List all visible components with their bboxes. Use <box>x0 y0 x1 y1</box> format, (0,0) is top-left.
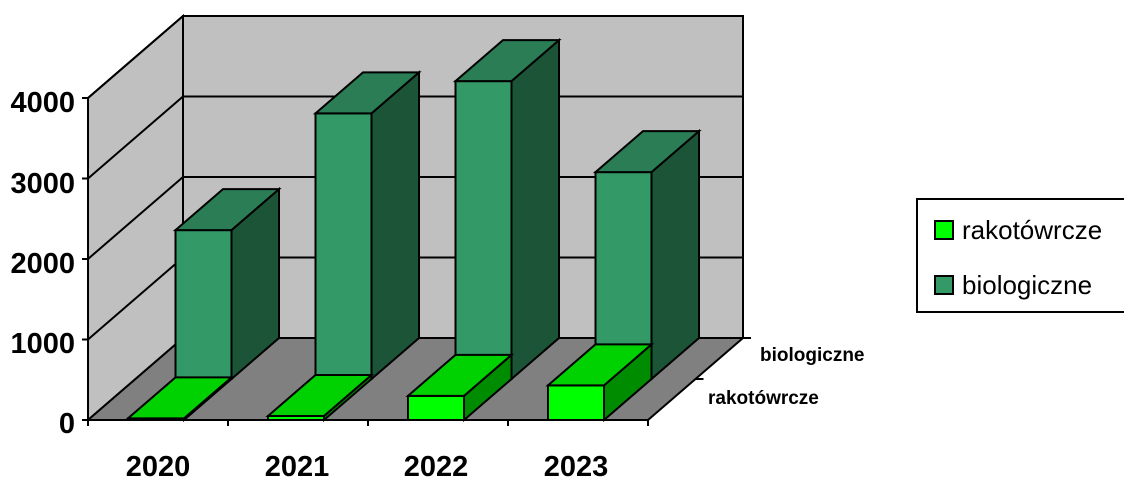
bar-biologiczne-2022 <box>452 37 562 382</box>
bar-top-biologiczne-2022 <box>452 39 562 83</box>
x-tick-labels: 2020 2021 2022 2023 <box>126 451 609 479</box>
bar-front-rakotówrcze-2022 <box>407 394 465 421</box>
bar-side-biologiczne-2022 <box>510 37 560 382</box>
bar-top-biologiczne-2020 <box>172 188 282 232</box>
bar-top-rakotówrcze-2020 <box>125 376 235 420</box>
bar-biologiczne-2020 <box>172 186 282 382</box>
legend-swatch-biologiczne <box>934 275 954 295</box>
bar-side-biologiczne-2021 <box>370 70 420 382</box>
bar-top-rakotówrcze-2022 <box>405 353 515 397</box>
legend-item-rakotowrcze: rakotówrcze <box>934 215 1102 245</box>
bar-top-rakotówrcze-2023 <box>545 343 655 387</box>
bar-front-biologiczne-2020 <box>174 229 233 380</box>
bar-front-biologiczne-2022 <box>454 80 513 380</box>
bar-top-biologiczne-2021 <box>312 71 422 115</box>
legend-item-biologiczne: biologiczne <box>934 270 1092 300</box>
depth-label-rakotowrcze: rakotówrcze <box>708 388 819 409</box>
bar-biologiczne-2021 <box>312 70 422 382</box>
x-tick-label-2021: 2021 <box>265 451 330 479</box>
y-tick-label-2000: 2000 <box>10 248 75 280</box>
bar-top-rakotówrcze-2021 <box>265 373 375 417</box>
bar-top-biologiczne-2023 <box>592 130 702 174</box>
depth-label-biologiczne: biologiczne <box>760 345 865 366</box>
x-tick-label-2023: 2023 <box>544 451 609 479</box>
bars <box>125 37 702 423</box>
x-tick-label-2022: 2022 <box>404 451 469 479</box>
y-tick-label-3000: 3000 <box>10 168 75 200</box>
y-tick-label-0: 0 <box>59 408 75 440</box>
y-tick-label-1000: 1000 <box>10 328 75 360</box>
bar-side-biologiczne-2023 <box>650 128 700 382</box>
bar-rakotówrcze-2021 <box>265 372 375 423</box>
y-tick-labels: 0 1000 2000 3000 4000 <box>10 87 75 440</box>
axes <box>82 97 751 426</box>
bar-rakotówrcze-2020 <box>125 375 235 423</box>
x-tick-label-2020: 2020 <box>126 451 191 479</box>
gridline-4000 <box>87 15 743 99</box>
bar-rakotówrcze-2022 <box>405 352 515 423</box>
legend-swatch-rakotowrcze <box>934 220 954 240</box>
legend: rakotówrcze biologiczne <box>916 198 1124 313</box>
legend-label-rakotowrcze: rakotówrcze <box>962 214 1103 245</box>
bar-front-rakotówrcze-2023 <box>547 384 605 421</box>
depth-axis-labels: biologiczne rakotówrcze <box>708 345 865 409</box>
bar-front-biologiczne-2021 <box>314 112 373 380</box>
legend-label-biologiczne: biologiczne <box>962 269 1093 300</box>
bar-biologiczne-2023 <box>592 128 702 382</box>
y-tick-label-4000: 4000 <box>10 87 75 119</box>
